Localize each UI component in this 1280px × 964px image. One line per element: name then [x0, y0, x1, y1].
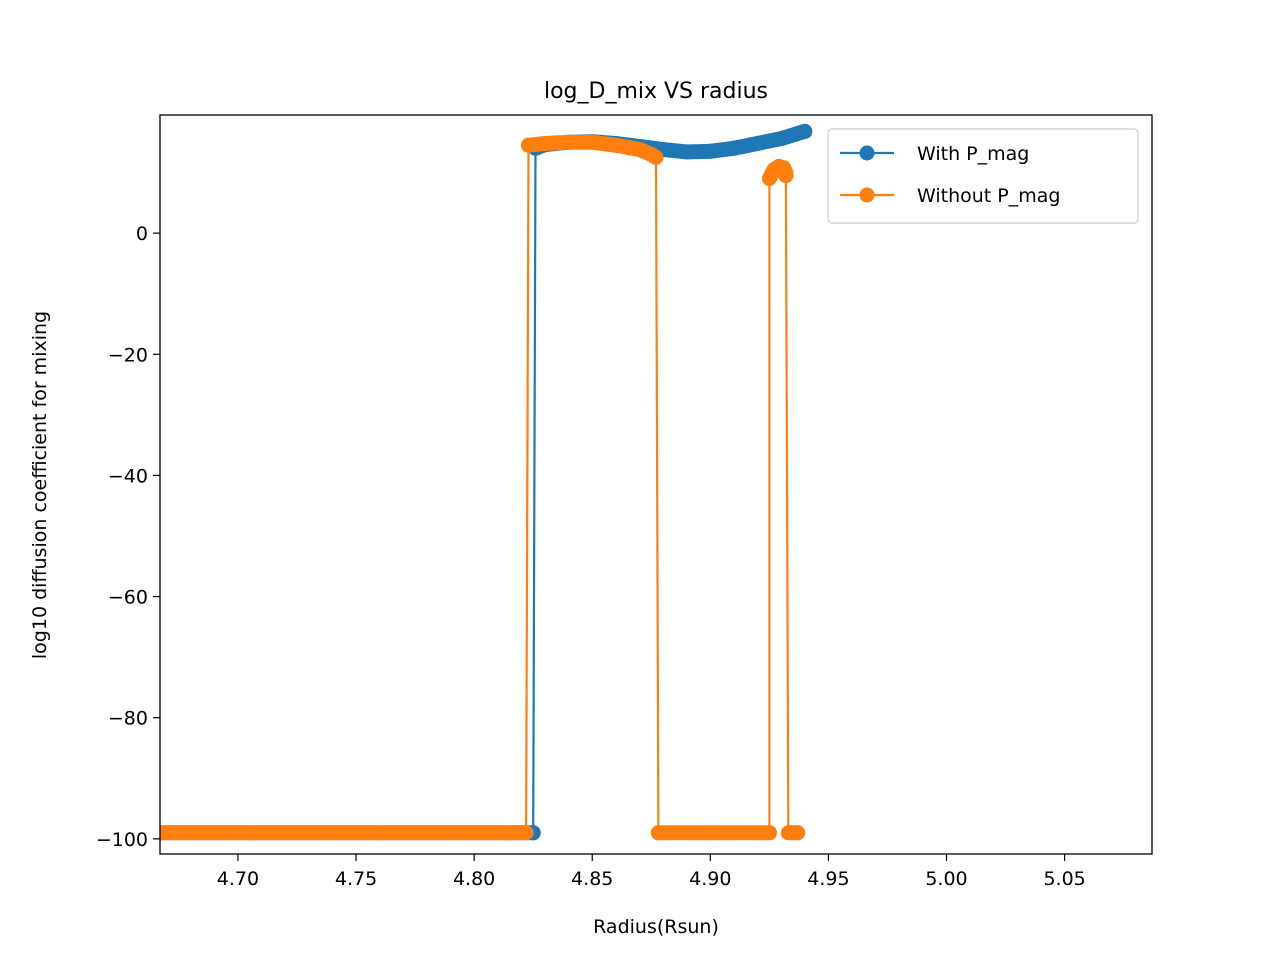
data-point	[761, 825, 777, 841]
y-tick-label: −100	[96, 829, 148, 851]
x-tick-label: 5.00	[925, 868, 967, 890]
legend-label: Without P_mag	[917, 185, 1060, 207]
series-without-p-mag	[160, 134, 806, 841]
legend-box	[827, 128, 1139, 224]
x-tick-label: 4.95	[807, 868, 849, 890]
y-axis: 0 −20 −40 −60 −80 −100	[96, 223, 160, 851]
legend: With P_mag Without P_mag	[827, 128, 1139, 224]
chart-title: log_D_mix VS radius	[544, 79, 768, 104]
y-tick-label: 0	[136, 223, 148, 245]
x-axis-label: Radius(Rsun)	[593, 916, 719, 938]
x-axis: 4.70 4.75 4.80 4.85 4.90 4.95 5.00 5.05	[217, 854, 1086, 890]
data-point	[778, 168, 794, 184]
legend-marker	[859, 145, 875, 161]
y-axis-label: log10 diffusion coefficient for mixing	[29, 311, 51, 659]
y-tick-label: −80	[108, 708, 148, 730]
x-tick-label: 4.90	[689, 868, 731, 890]
x-tick-label: 4.80	[453, 868, 495, 890]
plot-frame	[159, 114, 1153, 855]
x-tick-label: 5.05	[1043, 868, 1085, 890]
data-point	[790, 825, 806, 841]
data-point	[797, 123, 813, 139]
legend-marker	[859, 187, 875, 203]
y-tick-label: −20	[108, 344, 148, 366]
data-point	[518, 825, 534, 841]
y-tick-label: −60	[108, 587, 148, 609]
x-tick-label: 4.85	[571, 868, 613, 890]
data-point	[648, 149, 664, 165]
x-tick-label: 4.70	[217, 868, 259, 890]
y-tick-label: −40	[108, 465, 148, 487]
plot-area	[160, 123, 813, 841]
legend-label: With P_mag	[917, 143, 1029, 165]
x-tick-label: 4.75	[335, 868, 377, 890]
